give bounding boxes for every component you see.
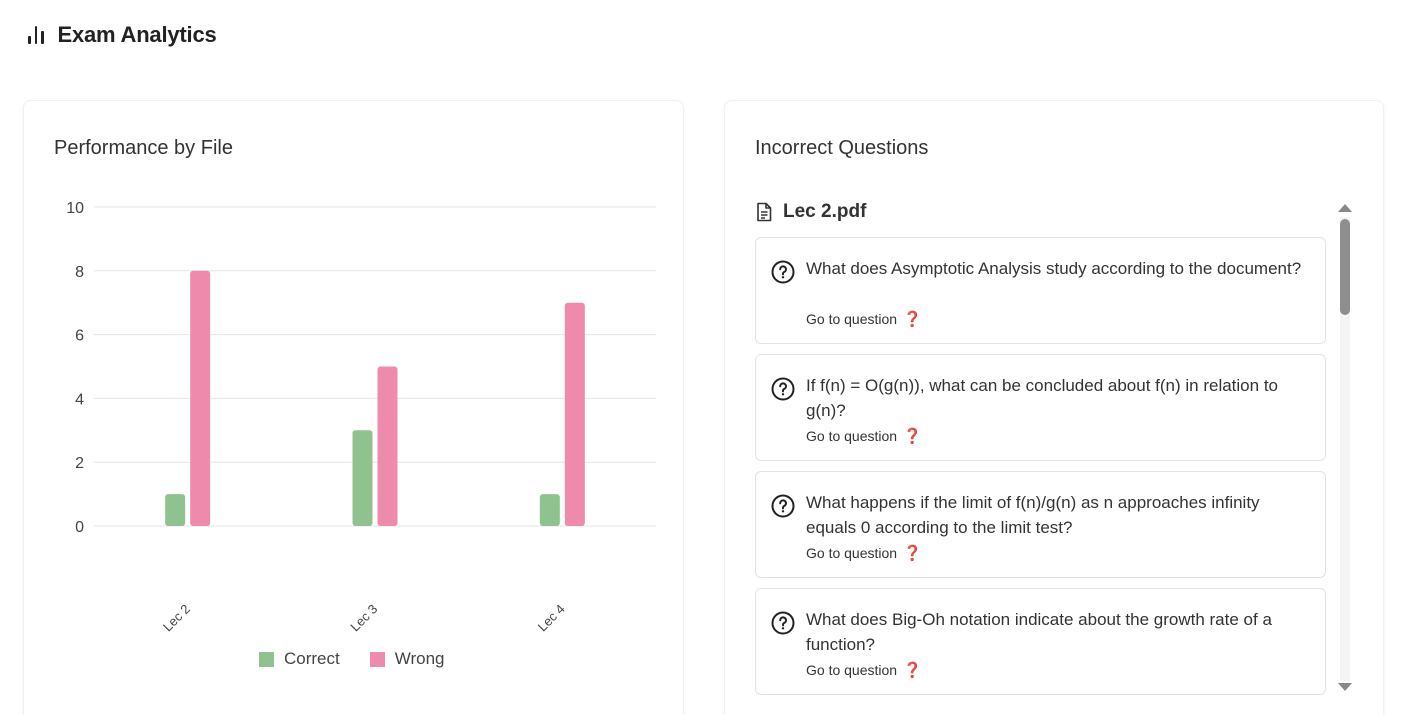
- go-to-question-link[interactable]: Go to question ❓: [806, 544, 922, 562]
- y-tick-label: 6: [75, 328, 84, 345]
- question-card: What does Asymptotic Analysis study acco…: [755, 237, 1326, 344]
- performance-title: Performance by File: [54, 137, 233, 159]
- performance-chart: 0 2 4 6 8 10 Lec 2 Lec 3 Lec 4: [66, 200, 656, 634]
- question-list: What does Asymptotic Analysis study acco…: [755, 237, 1326, 705]
- page-title: Exam Analytics: [57, 22, 217, 47]
- file-name: Lec 2.pdf: [783, 201, 867, 222]
- red-question-mark-icon: ❓: [903, 545, 922, 562]
- question-text: What does Asymptotic Analysis study acco…: [806, 259, 1302, 278]
- question-text: What happens if the limit of f(n)/g(n) a…: [806, 493, 1260, 537]
- question-card: What does Big-Oh notation indicate about…: [755, 588, 1326, 695]
- y-tick-label: 8: [75, 264, 84, 281]
- bar-correct: [165, 494, 186, 526]
- y-tick-label: 10: [66, 200, 84, 217]
- scroll-down-arrow-icon[interactable]: [1338, 683, 1352, 691]
- go-to-question-label: Go to question: [806, 545, 898, 561]
- file-header: Lec 2.pdf: [755, 201, 866, 223]
- incorrect-title: Incorrect Questions: [755, 137, 929, 159]
- red-question-mark-icon: ❓: [903, 311, 922, 328]
- red-question-mark-icon: ❓: [903, 428, 922, 445]
- question-card: What happens if the limit of f(n)/g(n) a…: [755, 471, 1326, 578]
- scroll-thumb[interactable]: [1340, 219, 1350, 315]
- performance-card: Performance by File 0 2 4 6 8 10 Lec 2 Lec 3 Lec…: [23, 100, 684, 715]
- legend-item-wrong[interactable]: Wrong: [369, 649, 445, 669]
- question-circle-icon: [771, 494, 795, 518]
- app-header: Exam Analytics: [28, 20, 217, 50]
- legend-swatch-correct: [259, 651, 274, 667]
- question-list-scrollbar[interactable]: [1335, 201, 1353, 697]
- scroll-up-arrow-icon[interactable]: [1338, 204, 1352, 212]
- chart-legend: Correct Wrong: [259, 649, 445, 669]
- bar-wrong: [377, 366, 398, 526]
- incorrect-questions-card: Incorrect Questions Lec 2.pdf What does …: [724, 100, 1384, 715]
- document-icon: [757, 202, 772, 222]
- y-tick-label: 2: [75, 455, 84, 472]
- legend-item-correct[interactable]: Correct: [259, 649, 340, 669]
- question-circle-icon: [771, 260, 795, 284]
- go-to-question-label: Go to question: [806, 662, 898, 678]
- go-to-question-label: Go to question: [806, 428, 898, 444]
- legend-swatch-wrong: [369, 651, 385, 667]
- x-tick-label: Lec 3: [347, 601, 380, 634]
- question-text: What does Big-Oh notation indicate about…: [806, 610, 1272, 654]
- bar-wrong: [190, 270, 211, 526]
- y-tick-label: 4: [75, 391, 84, 408]
- legend-label-correct: Correct: [284, 649, 340, 668]
- red-question-mark-icon: ❓: [903, 662, 922, 679]
- bar-chart-icon: [28, 26, 44, 44]
- bar-correct: [539, 494, 560, 526]
- go-to-question-label: Go to question: [806, 311, 898, 327]
- question-circle-icon: [771, 377, 795, 401]
- scroll-track[interactable]: [1340, 217, 1350, 681]
- bar-wrong: [564, 302, 585, 526]
- bar-correct: [352, 430, 373, 526]
- legend-label-wrong: Wrong: [394, 649, 445, 668]
- go-to-question-link[interactable]: Go to question ❓: [806, 310, 922, 328]
- x-tick-label: Lec 4: [535, 601, 568, 634]
- go-to-question-link[interactable]: Go to question ❓: [806, 661, 922, 679]
- y-tick-label: 0: [75, 519, 84, 536]
- go-to-question-link[interactable]: Go to question ❓: [806, 427, 922, 445]
- x-tick-label: Lec 2: [160, 601, 193, 634]
- question-text: If f(n) = O(g(n)), what can be concluded…: [806, 376, 1278, 420]
- question-circle-icon: [771, 611, 795, 635]
- question-card: If f(n) = O(g(n)), what can be concluded…: [755, 354, 1326, 461]
